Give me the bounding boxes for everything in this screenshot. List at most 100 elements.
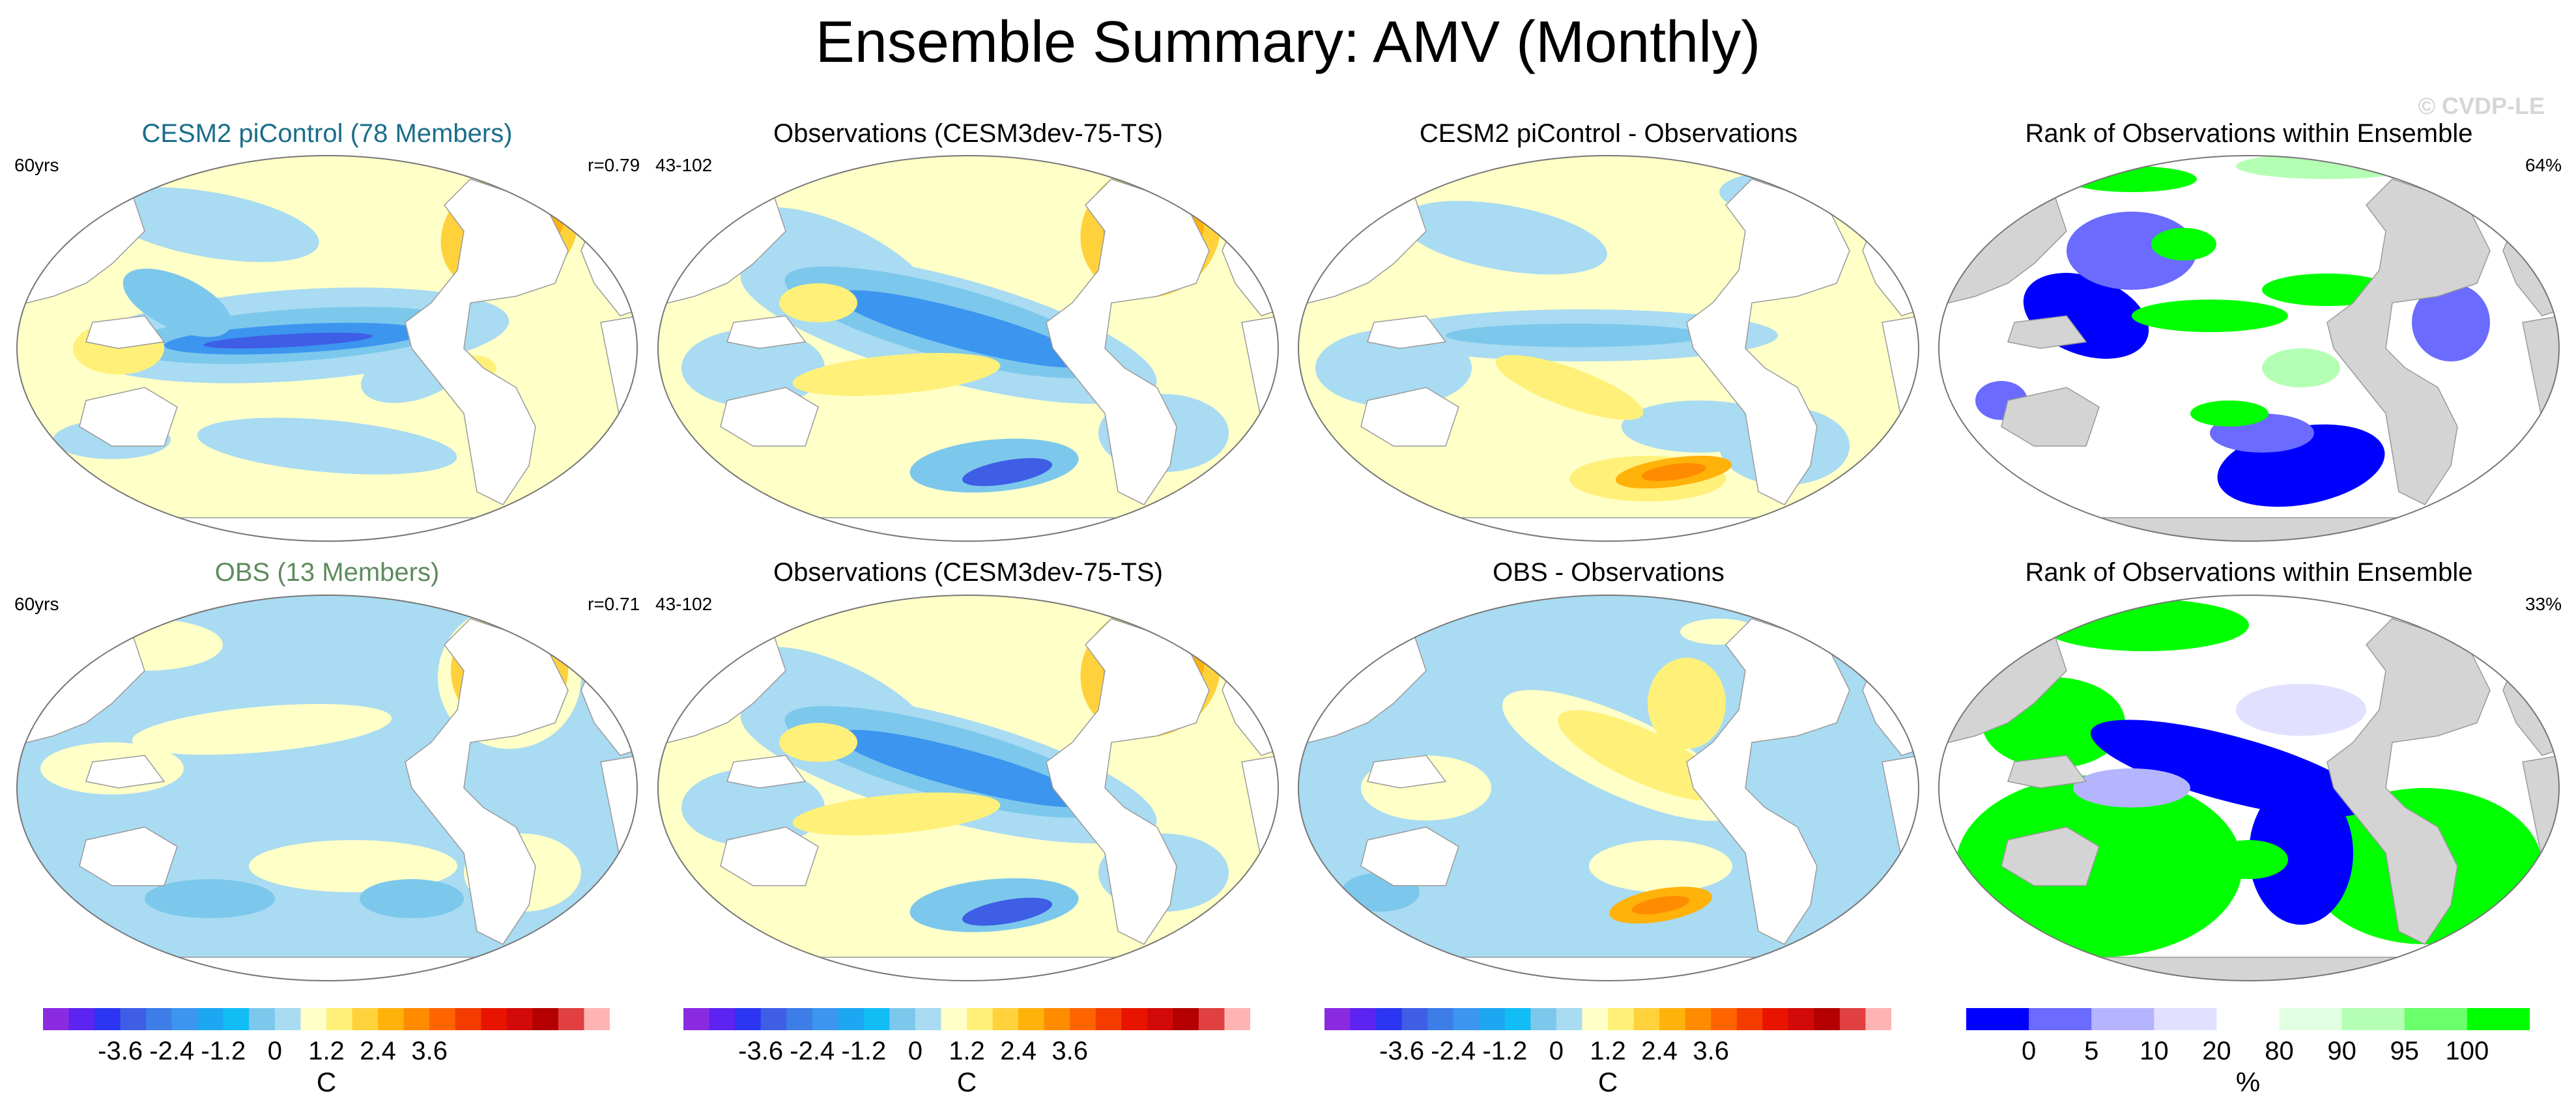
colorbar-unit: C — [956, 1067, 977, 1097]
colorbar-swatch — [403, 1008, 430, 1030]
colorbar-swatch — [1685, 1008, 1711, 1030]
colorbar-swatch — [1865, 1008, 1891, 1030]
colorbar-swatch — [1556, 1008, 1582, 1030]
panel-right-label: 33% — [2525, 594, 2562, 614]
colorbar-swatch — [1659, 1008, 1686, 1030]
colorbar-swatch — [1788, 1008, 1814, 1030]
colorbar-swatch — [967, 1008, 994, 1030]
map-panel — [1298, 155, 1919, 542]
panel-title: OBS (13 Members) — [214, 558, 440, 587]
panel-title: OBS - Observations — [1493, 558, 1724, 587]
colorbar-swatch — [863, 1008, 890, 1030]
colorbar-swatch — [1504, 1008, 1531, 1030]
colorbar-swatch — [1070, 1008, 1096, 1030]
colorbar-swatch — [1839, 1008, 1866, 1030]
colorbar-swatch — [326, 1008, 353, 1030]
panel-left-label: 60yrs — [14, 594, 59, 614]
colorbar-swatch — [2091, 1008, 2154, 1030]
colorbar-swatch — [2467, 1008, 2530, 1030]
colorbar-swatch — [1018, 1008, 1045, 1030]
map-panel — [1298, 595, 1919, 981]
colorbar-swatch — [1530, 1008, 1557, 1030]
colorbar-swatch — [1762, 1008, 1789, 1030]
map-outline — [1938, 155, 2560, 542]
map-panel — [16, 155, 638, 542]
colorbar-tick-label: 2.4 — [360, 1037, 396, 1065]
map-panel — [16, 595, 638, 981]
colorbar-tick-label: 90 — [2327, 1037, 2356, 1065]
colorbar-swatch — [1814, 1008, 1840, 1030]
colorbar-swatch — [1121, 1008, 1148, 1030]
field-layer — [658, 156, 1278, 541]
colorbar-swatch — [2279, 1008, 2343, 1030]
colorbar-swatch — [2029, 1008, 2092, 1030]
colorbar-tick-label: 95 — [2390, 1037, 2420, 1065]
colorbar-swatch — [838, 1008, 865, 1030]
colorbar-tick-label: -3.6 — [98, 1037, 143, 1065]
colorbar-swatch — [249, 1008, 276, 1030]
panel-right-label: r=0.79 — [588, 155, 640, 175]
map-outline — [1298, 155, 1919, 542]
map-panel — [657, 595, 1279, 981]
map-outline — [16, 595, 638, 981]
colorbar-swatch — [992, 1008, 1019, 1030]
colorbar-swatch — [558, 1008, 584, 1030]
colorbar-swatch — [584, 1008, 610, 1030]
colorbar-swatch — [378, 1008, 405, 1030]
colorbar-swatch — [274, 1008, 301, 1030]
colorbar-tick-label: 0 — [1549, 1037, 1564, 1065]
colorbar-swatch — [94, 1008, 121, 1030]
panel-title: Rank of Observations within Ensemble — [2025, 119, 2473, 148]
colorbar-swatch — [481, 1008, 508, 1030]
colorbar-swatch — [171, 1008, 198, 1030]
panel-right-label: r=0.71 — [588, 594, 640, 614]
colorbar-swatch — [2341, 1008, 2405, 1030]
panel-left-label: 43-102 — [655, 155, 713, 175]
colorbar-swatch — [532, 1008, 559, 1030]
colorbar-swatch — [1350, 1008, 1377, 1030]
colorbar — [1966, 1008, 2530, 1030]
colorbar-swatch — [352, 1008, 379, 1030]
colorbar-swatch — [1147, 1008, 1173, 1030]
watermark: © CVDP-LE — [2418, 92, 2545, 119]
colorbar-tick-label: 2.4 — [1641, 1037, 1678, 1065]
colorbar-tick-label: 0 — [267, 1037, 283, 1065]
colorbar-swatch — [1608, 1008, 1635, 1030]
colorbar — [683, 1008, 1250, 1030]
colorbar-tick-label: 100 — [2445, 1037, 2489, 1065]
colorbar-swatch — [2154, 1008, 2217, 1030]
colorbar-swatch — [300, 1008, 327, 1030]
colorbar-tick-label: 1.2 — [308, 1037, 345, 1065]
colorbar-tick-label: 80 — [2265, 1037, 2294, 1065]
colorbar-swatch — [1633, 1008, 1660, 1030]
colorbar-tick-label: 1.2 — [949, 1037, 985, 1065]
colorbar-tick-label: 3.6 — [1052, 1037, 1088, 1065]
map-panel — [1938, 595, 2560, 981]
colorbar-tick-label: 0 — [2021, 1037, 2037, 1065]
colorbar-tick-label: 3.6 — [1693, 1037, 1729, 1065]
colorbar-swatch — [2404, 1008, 2468, 1030]
colorbar-swatch — [1095, 1008, 1122, 1030]
panel-title: CESM2 piControl (78 Members) — [141, 119, 513, 148]
colorbar-swatch — [1453, 1008, 1480, 1030]
colorbar-tick-label: -1.2 — [841, 1037, 887, 1065]
map-outline — [1298, 595, 1919, 981]
colorbar-swatch — [223, 1008, 250, 1030]
colorbar-swatch — [429, 1008, 456, 1030]
colorbar-tick-label: 1.2 — [1590, 1037, 1626, 1065]
colorbar-swatch — [889, 1008, 916, 1030]
colorbar-unit: % — [2235, 1067, 2261, 1097]
colorbar-tick-label: 5 — [2084, 1037, 2099, 1065]
colorbar-tick-label: -1.2 — [1482, 1037, 1528, 1065]
colorbar-swatch — [1582, 1008, 1609, 1030]
colorbar — [1324, 1008, 1891, 1030]
colorbar-swatch — [941, 1008, 967, 1030]
colorbar-swatch — [1966, 1008, 2029, 1030]
colorbar-swatch — [68, 1008, 95, 1030]
colorbar-swatch — [1401, 1008, 1428, 1030]
colorbar-unit: C — [316, 1067, 337, 1097]
panel-title: Observations (CESM3dev-75-TS) — [773, 558, 1163, 587]
map-outline — [657, 595, 1279, 981]
colorbar-swatch — [1173, 1008, 1199, 1030]
map-outline — [16, 155, 638, 542]
